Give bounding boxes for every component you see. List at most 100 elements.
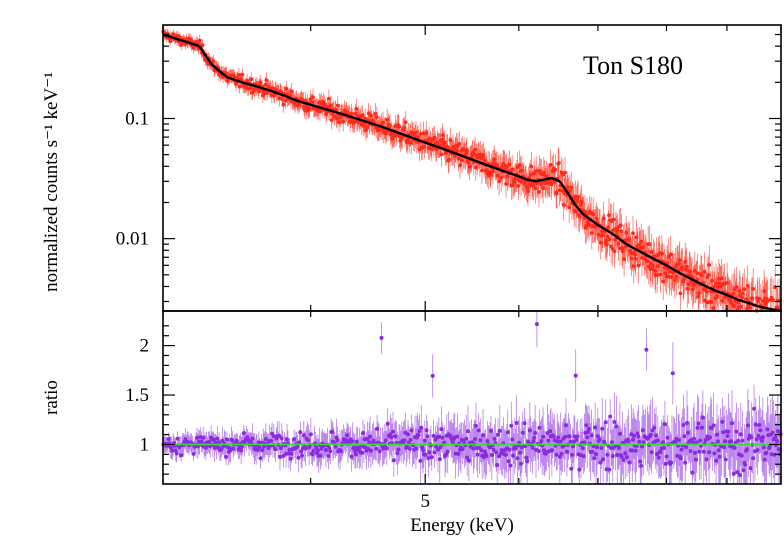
spectrum-data-point xyxy=(699,273,704,278)
ratio-data-point xyxy=(717,454,722,459)
ratio-data-point xyxy=(509,423,514,428)
ratio-y-tick-label: 1.5 xyxy=(125,385,149,406)
spectrum-data-point xyxy=(534,169,539,174)
spectrum-data-point xyxy=(560,188,565,193)
ratio-data-point xyxy=(677,438,681,443)
spectrum-data-point xyxy=(686,282,691,287)
ratio-data-point xyxy=(476,428,481,433)
ratio-data-point xyxy=(175,436,180,441)
ratio-data-point xyxy=(730,421,734,426)
spectrum-data-point xyxy=(368,113,373,118)
ratio-data-point xyxy=(473,437,478,442)
ratio-data-point xyxy=(725,434,730,438)
ratio-data-point xyxy=(748,466,753,471)
ratio-data-point xyxy=(635,431,640,436)
ratio-data-point xyxy=(239,448,244,453)
ratio-data-point xyxy=(277,433,282,438)
ratio-data-point xyxy=(416,433,421,438)
spectrum-data-point xyxy=(647,242,652,247)
spectrum-data-point xyxy=(467,164,472,169)
spectrum-data-point xyxy=(618,223,623,228)
ratio-data-point xyxy=(617,446,621,450)
ratio-data-point xyxy=(630,448,635,453)
ratio-data-point xyxy=(775,429,780,434)
ratio-tick-marks xyxy=(162,311,782,484)
spectrum-data-point xyxy=(745,284,750,288)
ratio-data-point xyxy=(391,429,395,434)
spectrum-data-point xyxy=(302,104,306,109)
ratio-data-point xyxy=(714,458,719,463)
ratio-data-point xyxy=(297,440,302,445)
ratio-data-point xyxy=(626,439,631,444)
spectrum-data-point xyxy=(678,291,683,296)
ratio-data-point xyxy=(230,438,235,443)
spectrum-data-point xyxy=(447,157,451,162)
ratio-data-point xyxy=(612,420,617,424)
ratio-data-point xyxy=(354,439,359,444)
ratio-data-point xyxy=(716,448,721,453)
ratio-data-point xyxy=(597,437,602,442)
spectrum-data-point xyxy=(451,145,455,149)
spectrum-data-point xyxy=(576,194,580,199)
ratio-data-point xyxy=(195,444,200,449)
spectrum-data-point xyxy=(365,125,370,130)
ratio-data-point xyxy=(679,447,684,452)
ratio-data-point xyxy=(524,455,529,460)
spectrum-data-point xyxy=(569,185,574,190)
spectrum-data-point xyxy=(731,291,736,296)
spectrum-data-point xyxy=(200,43,205,47)
spectrum-data-point xyxy=(574,200,579,205)
spectrum-data-point xyxy=(250,90,255,95)
ratio-data-point xyxy=(306,438,311,443)
spectrum-data-point xyxy=(497,179,501,184)
ratio-data-point xyxy=(310,452,315,457)
ratio-data-point xyxy=(564,423,568,428)
ratio-data-point xyxy=(551,434,556,439)
ratio-data-point xyxy=(557,454,562,459)
ratio-data-point xyxy=(760,438,764,443)
ratio-data-point xyxy=(729,439,734,444)
ratio-data-point xyxy=(179,453,184,458)
ratio-data-point xyxy=(639,463,644,468)
spectrum-data-point xyxy=(557,161,561,165)
ratio-data-point xyxy=(685,430,690,435)
spectrum-data-point xyxy=(371,119,376,123)
ratio-data-point xyxy=(407,446,412,451)
spectrum-data-point xyxy=(619,229,624,234)
ratio-data-point xyxy=(391,458,396,463)
ratio-data-point xyxy=(505,430,510,435)
ratio-data-point xyxy=(567,434,572,439)
ratio-data-point xyxy=(662,422,667,427)
ratio-data-point xyxy=(423,452,428,457)
spectrum-data-point xyxy=(480,168,484,173)
spectrum-data-point xyxy=(610,246,615,251)
ratio-panel: 11.52 5 ratio Energy (keV) xyxy=(41,310,783,536)
spectrum-data-point xyxy=(616,241,621,246)
spectrum-data-point xyxy=(492,157,497,162)
spectrum-data-point xyxy=(688,269,692,274)
ratio-data-point xyxy=(217,440,222,445)
spectrum-data-point xyxy=(732,304,736,309)
ratio-data-point xyxy=(590,449,595,454)
spectrum-data-point xyxy=(734,285,739,289)
ratio-data-point xyxy=(589,433,594,438)
ratio-data-point xyxy=(631,437,636,442)
spectrum-data-point xyxy=(649,249,654,254)
ratio-data-point xyxy=(241,431,246,436)
spectrum-data-point xyxy=(258,80,263,85)
ratio-data-point xyxy=(466,429,470,434)
spectrum-data-point xyxy=(741,291,745,296)
spectrum-data-point xyxy=(704,289,709,294)
ratio-data-point xyxy=(712,451,717,456)
ratio-data-point xyxy=(419,425,424,430)
ratio-data-point xyxy=(556,435,561,440)
spectrum-data-point xyxy=(620,246,624,251)
ratio-data-point xyxy=(519,461,523,466)
ratio-data-point xyxy=(525,459,530,464)
ratio-data-point xyxy=(424,428,429,433)
spectrum-data-point xyxy=(526,189,530,194)
ratio-data-point xyxy=(640,428,645,433)
spectrum-data-point xyxy=(280,97,284,101)
spectrum-data-point xyxy=(710,278,714,283)
spectrum-data-point xyxy=(432,135,437,140)
